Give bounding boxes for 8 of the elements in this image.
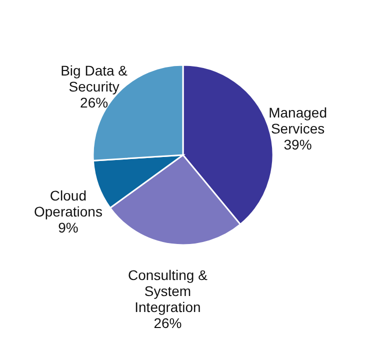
slice-label: Consulting & System Integration (128, 267, 208, 316)
data-label: 26% (80, 94, 108, 110)
data-label: 9% (58, 219, 78, 236)
slice-label: Managed Services (268, 104, 327, 137)
data-label: 39% (284, 136, 312, 153)
slice-label: Cloud Operations (34, 187, 102, 220)
data-label: 26% (154, 315, 182, 332)
slice-label: Big Data & Security (60, 62, 128, 94)
